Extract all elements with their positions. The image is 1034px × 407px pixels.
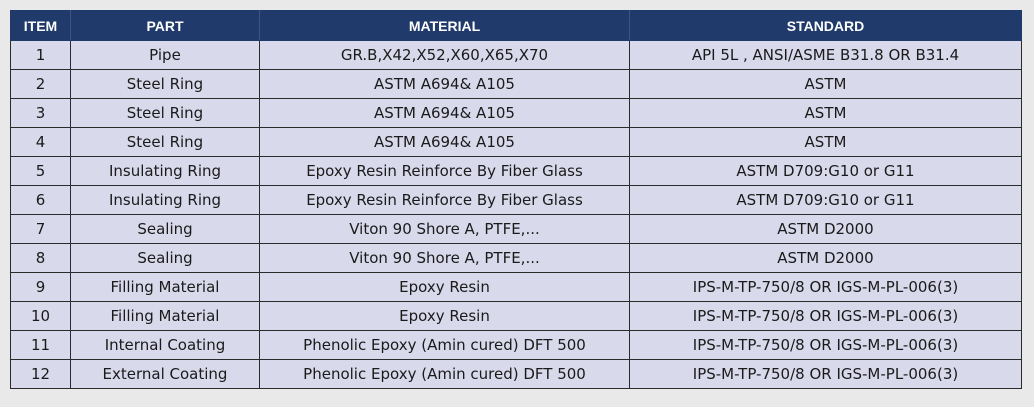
cell-part: Internal Coating bbox=[70, 330, 260, 360]
cell-part: Insulating Ring bbox=[70, 185, 260, 215]
cell-standard: IPS-M-TP-750/8 OR IGS-M-PL-006(3) bbox=[629, 272, 1022, 302]
cell-standard: IPS-M-TP-750/8 OR IGS-M-PL-006(3) bbox=[629, 301, 1022, 331]
cell-part: Sealing bbox=[70, 214, 260, 244]
cell-material: Phenolic Epoxy (Amin cured) DFT 500 bbox=[259, 359, 630, 389]
header-part: PART bbox=[70, 10, 260, 41]
cell-part: Steel Ring bbox=[70, 69, 260, 99]
cell-part: Steel Ring bbox=[70, 127, 260, 157]
cell-standard: ASTM bbox=[629, 98, 1022, 128]
cell-item: 3 bbox=[10, 98, 71, 128]
cell-material: ASTM A694& A105 bbox=[259, 98, 630, 128]
cell-material: GR.B,X42,X52,X60,X65,X70 bbox=[259, 40, 630, 70]
cell-material: Epoxy Resin bbox=[259, 301, 630, 331]
table-header: ITEM PART MATERIAL STANDARD bbox=[10, 10, 1022, 41]
cell-material: Epoxy Resin bbox=[259, 272, 630, 302]
table-row: 4 Steel Ring ASTM A694& A105 ASTM bbox=[10, 127, 1022, 157]
cell-standard: IPS-M-TP-750/8 OR IGS-M-PL-006(3) bbox=[629, 359, 1022, 389]
cell-item: 1 bbox=[10, 40, 71, 70]
table-row: 2 Steel Ring ASTM A694& A105 ASTM bbox=[10, 69, 1022, 99]
table-body: 1 Pipe GR.B,X42,X52,X60,X65,X70 API 5L ,… bbox=[10, 40, 1022, 389]
table-row: 7 Sealing Viton 90 Shore A, PTFE,... AST… bbox=[10, 214, 1022, 244]
cell-standard: ASTM D2000 bbox=[629, 214, 1022, 244]
cell-item: 12 bbox=[10, 359, 71, 389]
cell-standard: ASTM bbox=[629, 127, 1022, 157]
cell-item: 9 bbox=[10, 272, 71, 302]
cell-part: Pipe bbox=[70, 40, 260, 70]
table-row: 11 Internal Coating Phenolic Epoxy (Amin… bbox=[10, 330, 1022, 360]
cell-standard: ASTM D709:G10 or G11 bbox=[629, 185, 1022, 215]
cell-item: 5 bbox=[10, 156, 71, 186]
cell-part: Sealing bbox=[70, 243, 260, 273]
cell-standard: ASTM D709:G10 or G11 bbox=[629, 156, 1022, 186]
table-row: 6 Insulating Ring Epoxy Resin Reinforce … bbox=[10, 185, 1022, 215]
cell-item: 11 bbox=[10, 330, 71, 360]
cell-material: ASTM A694& A105 bbox=[259, 127, 630, 157]
cell-item: 7 bbox=[10, 214, 71, 244]
cell-item: 10 bbox=[10, 301, 71, 331]
cell-part: Steel Ring bbox=[70, 98, 260, 128]
cell-material: Epoxy Resin Reinforce By Fiber Glass bbox=[259, 156, 630, 186]
table-row: 1 Pipe GR.B,X42,X52,X60,X65,X70 API 5L ,… bbox=[10, 40, 1022, 70]
parts-table: ITEM PART MATERIAL STANDARD 1 Pipe GR.B,… bbox=[10, 10, 1022, 389]
cell-item: 2 bbox=[10, 69, 71, 99]
header-row: ITEM PART MATERIAL STANDARD bbox=[10, 10, 1022, 41]
cell-item: 4 bbox=[10, 127, 71, 157]
cell-material: Epoxy Resin Reinforce By Fiber Glass bbox=[259, 185, 630, 215]
table-row: 10 Filling Material Epoxy Resin IPS-M-TP… bbox=[10, 301, 1022, 331]
table-row: 9 Filling Material Epoxy Resin IPS-M-TP-… bbox=[10, 272, 1022, 302]
table-row: 5 Insulating Ring Epoxy Resin Reinforce … bbox=[10, 156, 1022, 186]
cell-material: ASTM A694& A105 bbox=[259, 69, 630, 99]
cell-standard: IPS-M-TP-750/8 OR IGS-M-PL-006(3) bbox=[629, 330, 1022, 360]
header-material: MATERIAL bbox=[259, 10, 630, 41]
cell-part: Insulating Ring bbox=[70, 156, 260, 186]
table-row: 8 Sealing Viton 90 Shore A, PTFE,... AST… bbox=[10, 243, 1022, 273]
cell-part: External Coating bbox=[70, 359, 260, 389]
header-standard: STANDARD bbox=[629, 10, 1022, 41]
cell-item: 8 bbox=[10, 243, 71, 273]
cell-material: Phenolic Epoxy (Amin cured) DFT 500 bbox=[259, 330, 630, 360]
cell-material: Viton 90 Shore A, PTFE,... bbox=[259, 243, 630, 273]
cell-standard: ASTM bbox=[629, 69, 1022, 99]
cell-standard: API 5L , ANSI/ASME B31.8 OR B31.4 bbox=[629, 40, 1022, 70]
cell-part: Filling Material bbox=[70, 272, 260, 302]
cell-standard: ASTM D2000 bbox=[629, 243, 1022, 273]
cell-material: Viton 90 Shore A, PTFE,... bbox=[259, 214, 630, 244]
cell-item: 6 bbox=[10, 185, 71, 215]
table-row: 3 Steel Ring ASTM A694& A105 ASTM bbox=[10, 98, 1022, 128]
header-item: ITEM bbox=[10, 10, 71, 41]
parts-table-container: ITEM PART MATERIAL STANDARD 1 Pipe GR.B,… bbox=[10, 10, 1022, 389]
cell-part: Filling Material bbox=[70, 301, 260, 331]
table-row: 12 External Coating Phenolic Epoxy (Amin… bbox=[10, 359, 1022, 389]
